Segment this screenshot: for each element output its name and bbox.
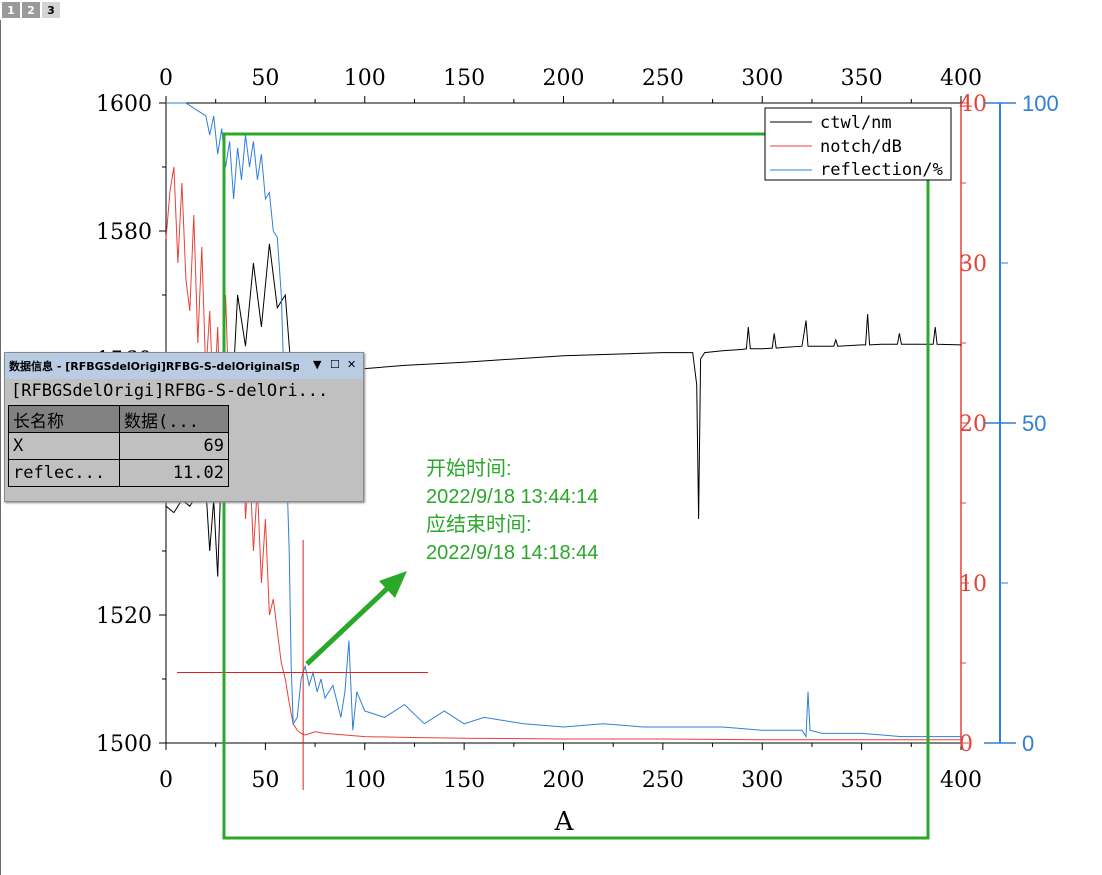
y-left-tick-label: 1600 <box>96 92 152 117</box>
x-tick-label-bottom: 50 <box>251 768 279 793</box>
x-axis-title: A <box>554 807 575 837</box>
end-time-value: 2022/9/18 14:18:44 <box>426 542 598 564</box>
layer-tab-2[interactable]: 2 <box>22 2 40 18</box>
x-tick-label-bottom: 0 <box>159 768 173 793</box>
legend-label-ctwl: ctwl/nm <box>820 113 892 133</box>
layer-tabs: 1 2 3 <box>2 2 60 18</box>
x-tick-label-top: 50 <box>251 66 279 91</box>
y-red-tick-label: 10 <box>959 572 987 597</box>
data-info-window[interactable]: 数据信息 - [RFBGSdelOrigi]RFBG-S-delOriginal… <box>4 352 364 502</box>
legend-label-notch: notch/dB <box>820 137 902 157</box>
y-red-tick-label: 30 <box>959 252 987 277</box>
data-info-path: [RFBGSdelOrigi]RFBG-S-delOri... <box>11 381 329 401</box>
series-line-3 <box>166 102 961 739</box>
x-tick-label-top: 350 <box>841 66 883 91</box>
y-left-tick-label: 1580 <box>96 220 152 245</box>
x-tick-label-bottom: 150 <box>443 768 485 793</box>
x-tick-label-bottom: 350 <box>841 768 883 793</box>
x-tick-label-top: 250 <box>642 66 684 91</box>
x-tick-label-bottom: 400 <box>940 768 982 793</box>
layer-tab-1[interactable]: 1 <box>2 2 20 18</box>
x-tick-label-top: 300 <box>741 66 783 91</box>
legend-box <box>764 107 952 181</box>
x-tick-label-top: 0 <box>159 66 173 91</box>
restore-icon[interactable]: ☐ <box>330 358 340 371</box>
time-annotation: 开始时间: 2022/9/18 13:44:14 应结束时间: 2022/9/1… <box>426 457 598 564</box>
end-time-label: 应结束时间: <box>426 513 532 536</box>
x-tick-label-top: 100 <box>344 66 386 91</box>
row-name: reflec... <box>8 459 120 487</box>
x-tick-label-top: 400 <box>940 66 982 91</box>
y-left-tick-label: 1500 <box>96 732 152 757</box>
start-time-value: 2022/9/18 13:44:14 <box>426 486 598 508</box>
x-tick-label-bottom: 300 <box>741 768 783 793</box>
data-info-title: 数据信息 - [RFBGSdelOrigi]RFBG-S-delOriginal… <box>9 360 299 373</box>
data-info-titlebar[interactable]: 数据信息 - [RFBGSdelOrigi]RFBG-S-delOriginal… <box>5 353 363 379</box>
row-name: X <box>8 432 120 460</box>
y-left-tick-label: 1520 <box>96 604 152 629</box>
row-value: 11.02 <box>119 459 229 487</box>
x-tick-label-bottom: 250 <box>642 768 684 793</box>
x-tick-label-bottom: 200 <box>543 768 585 793</box>
layer-tab-3[interactable]: 3 <box>42 2 60 18</box>
x-tick-label-top: 150 <box>443 66 485 91</box>
header-long-name: 长名称 <box>8 405 120 433</box>
table-row: reflec... 11.02 <box>8 459 229 487</box>
y-blue-tick-label: 0 <box>1022 731 1034 756</box>
y-red-tick-label: 40 <box>959 92 987 117</box>
y-red-tick-label: 20 <box>959 412 987 437</box>
legend: ctwl/nm notch/dB reflection/% <box>764 107 952 181</box>
x-tick-label-bottom: 100 <box>344 768 386 793</box>
x-tick-label-top: 200 <box>543 66 585 91</box>
table-row: X 69 <box>8 432 229 460</box>
close-icon[interactable]: ✕ <box>347 358 357 371</box>
window-edge <box>0 20 1 875</box>
table-header-row: 长名称 数据(... <box>8 405 229 433</box>
header-data: 数据(... <box>119 405 229 433</box>
annotation-arrow-head <box>379 571 407 598</box>
start-time-label: 开始时间: <box>426 457 512 480</box>
legend-label-reflection: reflection/% <box>820 160 943 180</box>
y-blue-tick-label: 100 <box>1022 91 1059 116</box>
data-info-table: 长名称 数据(... X 69 reflec... 11.02 <box>8 405 229 487</box>
row-value: 69 <box>119 432 229 460</box>
dropdown-icon[interactable]: ▼ <box>313 358 322 371</box>
y-red-tick-label: 0 <box>959 732 973 757</box>
y-blue-tick-label: 50 <box>1022 411 1046 436</box>
annotation-arrow-shaft <box>305 582 394 666</box>
